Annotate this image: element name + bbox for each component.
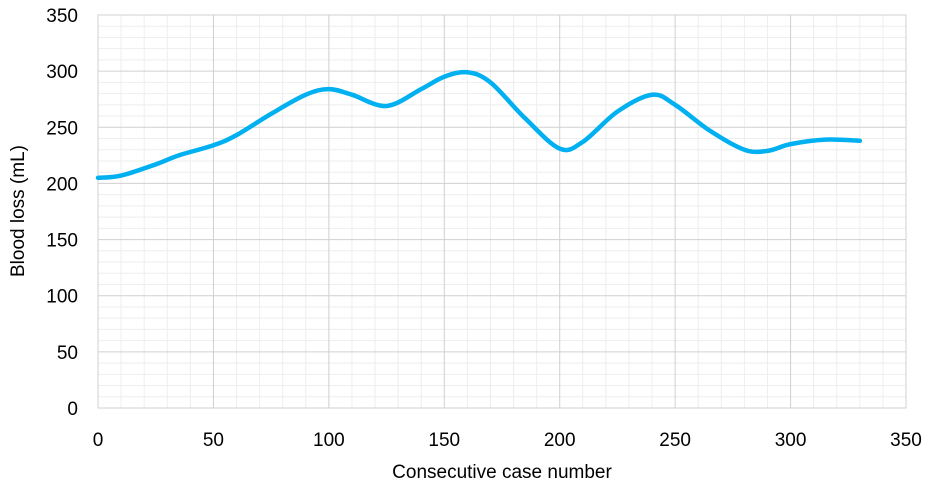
y-tick-label: 150: [46, 231, 78, 252]
y-axis-title: Blood loss (mL): [8, 145, 29, 277]
x-axis-title: Consecutive case number: [392, 462, 612, 483]
x-tick-label: 350: [890, 430, 922, 451]
y-tick-label: 200: [46, 174, 78, 195]
y-tick-label: 50: [57, 343, 78, 364]
plot-border: [97, 14, 907, 409]
y-tick-label: 100: [46, 287, 78, 308]
plot-area-border: [97, 14, 907, 409]
x-tick-label: 200: [544, 430, 576, 451]
blood-loss-series-line: [95, 69, 863, 181]
minor-gridlines: [98, 15, 906, 408]
x-tick-label: 50: [203, 430, 224, 451]
x-tick-label: 0: [93, 430, 104, 451]
y-tick-label: 0: [67, 399, 78, 420]
x-tick-label: 300: [775, 430, 807, 451]
y-tick-labels: 0 50 100 150 200 250 300 350: [46, 6, 78, 420]
x-tick-labels: 0 50 100 150 200 250 300 350: [93, 430, 922, 451]
major-gridlines: [97, 14, 907, 409]
x-tick-label: 150: [428, 430, 460, 451]
x-tick-label: 100: [313, 430, 345, 451]
y-tick-label: 250: [46, 118, 78, 139]
x-tick-label: 250: [659, 430, 691, 451]
series-group: [95, 69, 863, 181]
y-tick-label: 300: [46, 62, 78, 83]
y-tick-label: 350: [46, 6, 78, 27]
